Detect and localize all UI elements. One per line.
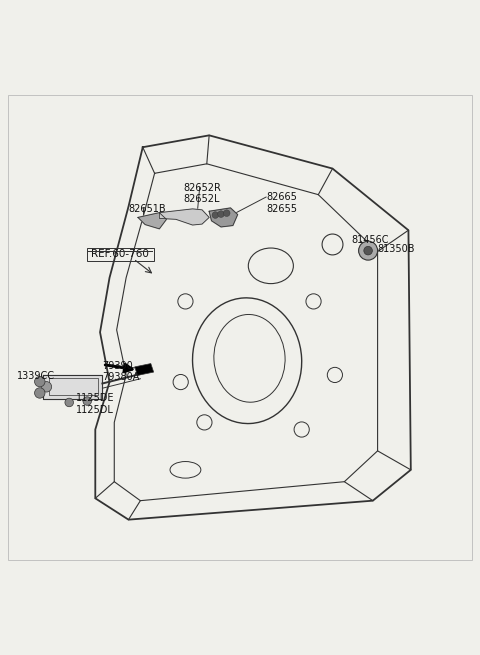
Polygon shape [209, 208, 238, 227]
Polygon shape [135, 364, 154, 375]
Circle shape [223, 210, 230, 217]
Circle shape [41, 382, 52, 392]
Text: 82652R
82652L: 82652R 82652L [183, 183, 221, 204]
Circle shape [212, 212, 219, 218]
Text: REF.60-760: REF.60-760 [91, 249, 148, 259]
Circle shape [35, 388, 45, 398]
Text: 79390
79380A: 79390 79380A [102, 361, 140, 383]
Text: 1339CC: 1339CC [17, 371, 55, 381]
Text: 81456C: 81456C [351, 235, 389, 245]
Circle shape [83, 397, 92, 405]
Polygon shape [43, 375, 102, 399]
Circle shape [35, 377, 45, 387]
Polygon shape [159, 209, 209, 225]
Circle shape [65, 398, 73, 407]
Text: 82665
82655: 82665 82655 [266, 193, 297, 214]
Text: 82651B: 82651B [129, 204, 166, 214]
Circle shape [364, 246, 372, 255]
Text: 1125DE
1125DL: 1125DE 1125DL [76, 393, 115, 415]
Circle shape [359, 241, 378, 260]
Text: 81350B: 81350B [378, 244, 415, 255]
Polygon shape [138, 213, 167, 229]
Circle shape [218, 211, 224, 217]
